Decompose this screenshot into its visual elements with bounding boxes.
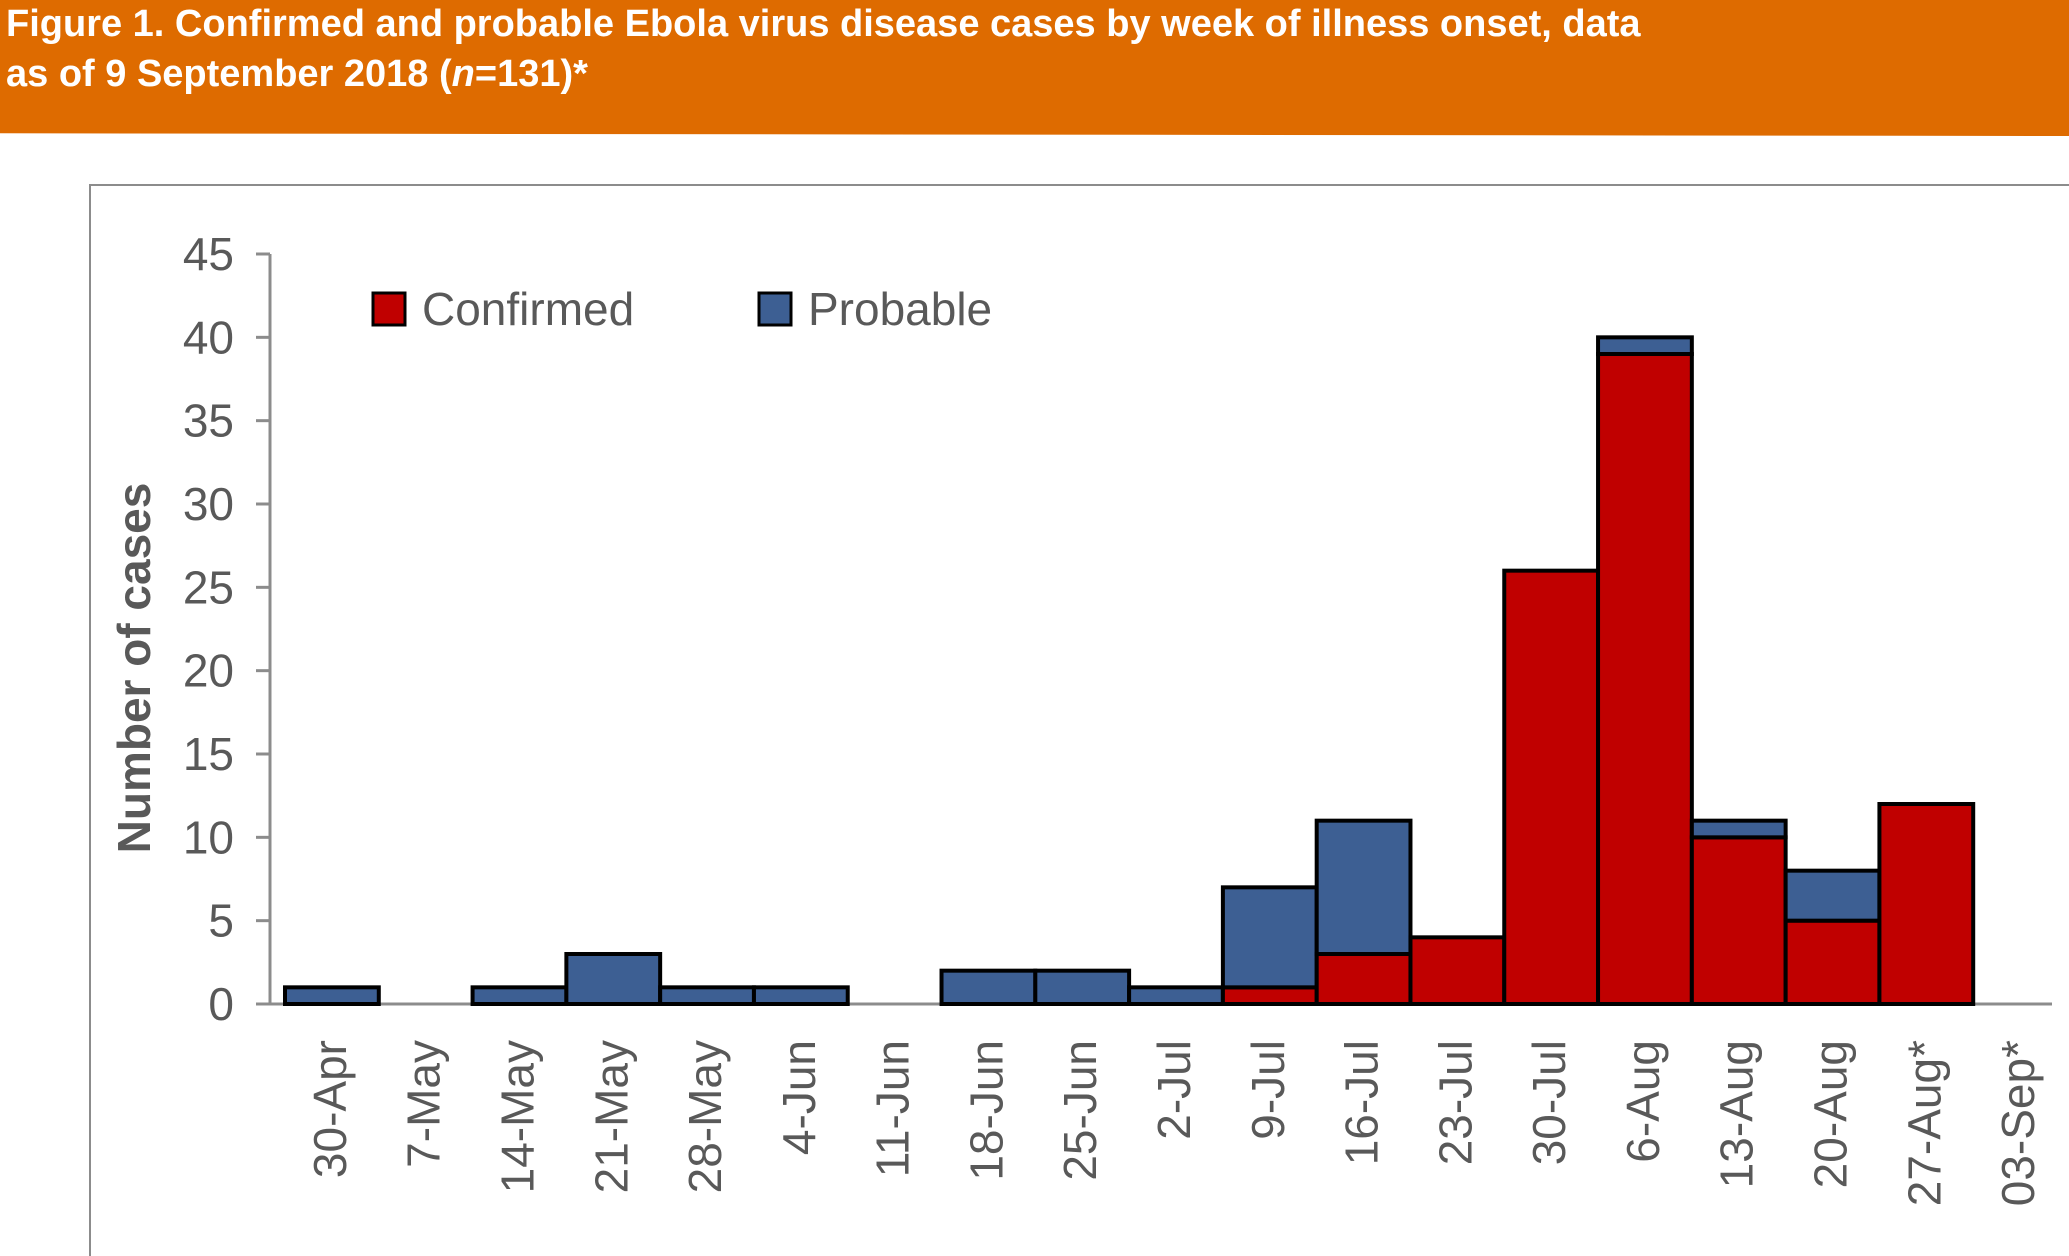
x-tick-label: 11-Jun <box>867 1040 919 1177</box>
legend: Confirmed Probable <box>371 283 992 335</box>
chart-frame <box>89 184 2069 1256</box>
y-tick-label: 5 <box>208 895 234 947</box>
x-tick-label: 23-Jul <box>1429 1040 1481 1165</box>
y-tick-label: 15 <box>183 728 234 780</box>
bar-confirmed-20-aug <box>1783 918 1882 1007</box>
figure-title-line-2: as of 9 September 2018 (n=131)* <box>6 54 588 94</box>
legend-label-probable: Probable <box>808 283 992 335</box>
x-tick-label: 27-Aug* <box>1898 1040 1950 1206</box>
figure-title-line-1: Figure 1. Confirmed and probable Ebola v… <box>6 3 1641 45</box>
x-tick-label: 18-Jun <box>960 1040 1012 1181</box>
bar-probable-9-jul <box>1220 885 1319 990</box>
x-tick-label: 28-May <box>679 1040 731 1193</box>
tick-labels: 0 5 10 15 20 25 30 35 40 45 30-Apr 7-May 14-May 21-Ma… <box>183 228 2044 1206</box>
figure-header: Figure 1. Confirmed and probable Ebola v… <box>0 0 2069 136</box>
y-axis-label: Number of cases <box>108 483 160 854</box>
figure-title-suffix: =131)* <box>474 53 588 95</box>
y-tick-label: 35 <box>183 395 234 447</box>
bar-confirmed-23-jul <box>1408 935 1507 1006</box>
bar-probable-21-may <box>564 952 663 1006</box>
bar-confirmed-6-aug <box>1596 352 1694 1006</box>
legend-swatch-confirmed <box>371 291 407 327</box>
bar-probable-4-jun <box>751 985 850 1006</box>
x-tick-label: 14-May <box>491 1040 543 1193</box>
x-tick-label: 2-Jul <box>1148 1040 1200 1140</box>
bar-probable-6-aug <box>1596 335 1694 357</box>
x-tick-label: 9-Jul <box>1242 1040 1294 1140</box>
x-tick-label: 7-May <box>398 1040 450 1168</box>
legend-label-confirmed: Confirmed <box>422 283 634 335</box>
bars <box>283 335 1976 1007</box>
bar-probable-18-jun <box>939 968 1038 1007</box>
figure-title-n: n <box>451 53 475 95</box>
x-tick-label: 13-Aug <box>1711 1040 1763 1188</box>
bar-probable-20-aug <box>1783 868 1882 923</box>
y-tick-label: 25 <box>183 561 234 613</box>
x-tick-label: 30-Jul <box>1523 1040 1575 1165</box>
bar-confirmed-16-jul <box>1314 952 1413 1006</box>
bar-probable-30-apr <box>283 985 381 1006</box>
bar-confirmed-13-aug <box>1689 835 1788 1006</box>
bar-probable-25-jun <box>1033 968 1132 1007</box>
bar-confirmed-27-aug <box>1877 802 1976 1006</box>
bar-probable-16-jul <box>1314 818 1413 957</box>
x-tick-label: 21-May <box>585 1040 637 1193</box>
y-tick-label: 45 <box>183 228 234 280</box>
bar-probable-28-may <box>658 985 756 1006</box>
x-tick-label: 4-Jun <box>773 1040 825 1155</box>
bar-probable-14-may <box>470 985 569 1006</box>
y-tick-label: 40 <box>183 311 234 363</box>
bar-confirmed-30-jul <box>1502 568 1601 1007</box>
bar-probable-13-aug <box>1689 818 1788 840</box>
bar-confirmed-9-jul <box>1220 985 1319 1006</box>
legend-swatch-probable <box>757 291 793 327</box>
y-tick-label: 10 <box>183 811 234 863</box>
x-tick-label: 20-Aug <box>1805 1040 1857 1188</box>
x-tick-label: 25-Jun <box>1054 1040 1106 1181</box>
bar-probable-2-jul <box>1127 985 1225 1006</box>
x-tick-label: 6-Aug <box>1617 1040 1669 1163</box>
y-tick-label: 30 <box>183 478 234 530</box>
x-tick-label: 03-Sep* <box>1992 1040 2044 1206</box>
y-tick-label: 20 <box>183 645 234 697</box>
x-tick-label: 16-Jul <box>1336 1040 1388 1165</box>
figure-title-prefix: as of 9 September 2018 ( <box>6 53 452 95</box>
y-tick-label: 0 <box>208 978 234 1030</box>
x-tick-label: 30-Apr <box>304 1040 356 1178</box>
